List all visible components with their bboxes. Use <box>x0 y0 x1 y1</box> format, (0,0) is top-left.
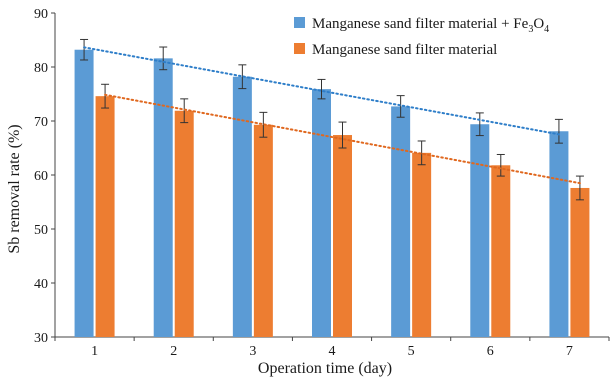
bar-series-2 <box>253 124 273 337</box>
bar-series-1 <box>391 106 411 337</box>
legend-label-fe3o4: Manganese sand filter material + Fe3O4 <box>312 16 549 35</box>
y-tick-label: 40 <box>34 277 48 292</box>
bar-series-2 <box>570 187 590 337</box>
x-tick-label: 6 <box>487 344 494 359</box>
bar-series-1 <box>232 76 252 337</box>
x-tick-label: 4 <box>329 344 336 359</box>
trendline-series-1 <box>83 46 560 136</box>
bar-series-2 <box>491 165 511 337</box>
legend-label-plain: Manganese sand filter material <box>312 42 497 58</box>
legend-swatch-plain <box>294 43 305 54</box>
bar-series-1 <box>74 49 94 337</box>
bar-series-2 <box>174 110 194 338</box>
y-tick-label: 50 <box>34 223 48 238</box>
bar-series-1 <box>470 124 490 338</box>
x-tick-label: 1 <box>91 344 98 359</box>
y-tick-label: 30 <box>34 331 48 346</box>
bar-series-1 <box>549 131 569 337</box>
plot-area: 30 40 50 60 70 80 90 1 2 3 4 5 6 7 <box>34 7 610 359</box>
legend-swatch-fe3o4 <box>294 17 305 28</box>
y-axis-title: Sb removal rate (%) <box>6 124 23 253</box>
trendline-series-2 <box>104 93 581 185</box>
bar-series-1 <box>153 58 173 338</box>
x-tick-label: 3 <box>249 344 256 359</box>
bar-series-2 <box>95 96 115 337</box>
y-tick-label: 70 <box>34 115 48 130</box>
x-tick-label: 2 <box>170 344 177 359</box>
x-tick-label: 7 <box>566 344 573 359</box>
bar-series-2 <box>412 152 432 337</box>
y-tick-label: 80 <box>34 61 48 76</box>
y-tick-label: 60 <box>34 169 48 184</box>
y-tick-label: 90 <box>34 7 48 22</box>
legend: Manganese sand filter material + Fe3O4 M… <box>294 16 549 58</box>
bar-series-1 <box>312 89 331 337</box>
bar-series-2 <box>333 135 352 337</box>
x-tick-label: 5 <box>408 344 415 359</box>
x-axis-title: Operation time (day) <box>258 360 392 377</box>
